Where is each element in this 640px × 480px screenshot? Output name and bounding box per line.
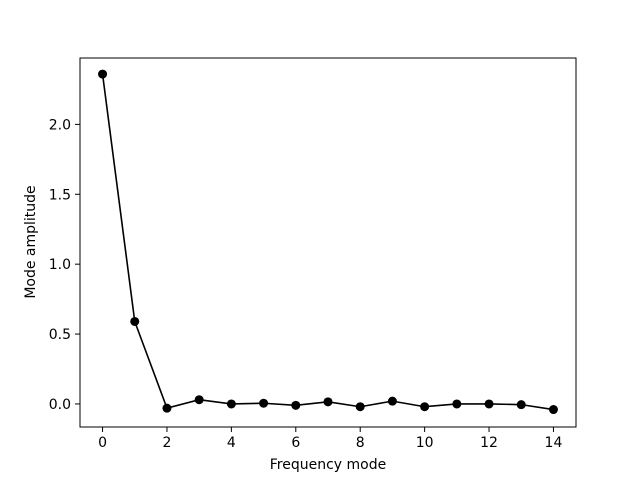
data-point bbox=[420, 402, 430, 412]
data-point bbox=[387, 396, 397, 406]
x-tick-label: 10 bbox=[416, 435, 434, 451]
y-axis-ticks: 0.0 0.5 1.0 1.5 2.0 bbox=[49, 117, 80, 413]
data-point bbox=[323, 397, 333, 407]
data-point bbox=[452, 399, 462, 409]
data-point bbox=[355, 402, 365, 412]
x-tick-label: 0 bbox=[98, 435, 107, 451]
data-point bbox=[291, 400, 301, 410]
data-point bbox=[226, 399, 236, 409]
data-point bbox=[259, 398, 269, 408]
data-point bbox=[130, 316, 140, 326]
x-axis-ticks: 0 2 4 6 8 10 12 14 bbox=[98, 427, 562, 451]
plot-frame bbox=[79, 57, 577, 428]
data-point bbox=[484, 399, 494, 409]
data-point bbox=[194, 395, 204, 405]
data-point bbox=[98, 69, 108, 79]
y-axis-label: Mode amplitude bbox=[23, 185, 39, 298]
y-tick-label: 1.0 bbox=[49, 257, 71, 273]
y-tick-label: 0.5 bbox=[49, 327, 71, 343]
x-tick-label: 14 bbox=[545, 435, 563, 451]
x-tick-label: 12 bbox=[480, 435, 498, 451]
x-tick-label: 6 bbox=[291, 435, 300, 451]
x-tick-label: 2 bbox=[163, 435, 172, 451]
data-point bbox=[162, 403, 172, 413]
y-tick-label: 0.0 bbox=[49, 397, 71, 413]
x-tick-label: 4 bbox=[227, 435, 236, 451]
y-tick-label: 2.0 bbox=[49, 117, 71, 133]
y-tick-label: 1.5 bbox=[49, 187, 71, 203]
data-point bbox=[548, 405, 558, 415]
x-axis-label: Frequency mode bbox=[270, 457, 386, 473]
x-tick-label: 8 bbox=[356, 435, 365, 451]
data-points bbox=[98, 69, 558, 415]
data-point bbox=[516, 400, 526, 410]
